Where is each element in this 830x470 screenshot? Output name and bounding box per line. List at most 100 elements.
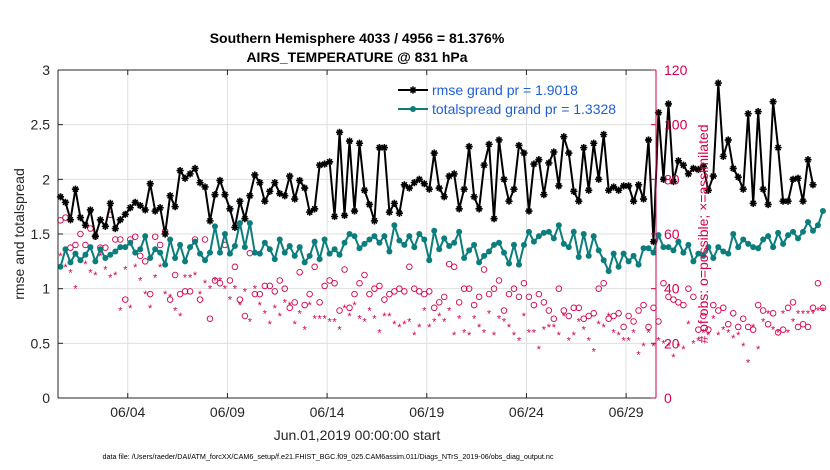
assimilated-obs-point: * [771, 325, 776, 337]
totalspread-point [77, 257, 84, 264]
rmse-point [370, 217, 379, 225]
assimilated-obs-point: * [691, 338, 696, 350]
possible-obs-point [131, 233, 139, 240]
assimilated-obs-point: * [542, 325, 547, 337]
totalspread-point [182, 258, 189, 265]
totalspread-point [57, 263, 64, 270]
assimilated-obs-point: * [741, 341, 746, 353]
totalspread-point [720, 248, 727, 255]
rmse-point [724, 136, 732, 144]
rmse-point [325, 158, 334, 166]
possible-obs-point [505, 290, 513, 298]
rmse-point [256, 179, 264, 187]
totalspread-point [421, 236, 428, 243]
possible-obs-point [754, 301, 762, 309]
totalspread-point [466, 247, 473, 254]
totalspread-point [560, 240, 567, 247]
possible-obs-point [789, 299, 797, 306]
rmse-point [674, 157, 683, 165]
assimilated-obs-point: * [313, 314, 318, 326]
possible-obs-point [635, 307, 642, 314]
totalspread-point [371, 233, 378, 240]
rmse-point [71, 185, 80, 193]
assimilated-obs-point: * [218, 275, 223, 287]
assimilated-obs-point: * [238, 300, 243, 312]
rmse-point [624, 182, 633, 190]
possible-obs-point [321, 282, 328, 290]
possible-obs-point [296, 269, 303, 276]
totalspread-point [730, 231, 737, 237]
totalspread-point [411, 244, 418, 251]
possible-obs-point [376, 282, 383, 290]
data-file-footer: data file: /Users/raeder/DAI/ATM_forcXX/… [103, 452, 554, 461]
possible-obs-point [366, 290, 373, 298]
possible-obs-point [430, 304, 438, 312]
assimilated-obs-point: * [342, 303, 347, 315]
rmse-point [146, 180, 154, 188]
totalspread-point [515, 261, 522, 268]
possible-obs-point [465, 285, 473, 292]
assimilated-obs-point: * [582, 325, 587, 337]
y-axis-label-right: # of obs: o=possible; ×=assimilated [695, 124, 711, 343]
possible-obs-point [186, 288, 194, 295]
possible-obs-point [356, 279, 363, 287]
totalspread-point [650, 249, 657, 256]
assimilated-obs-point: * [263, 308, 268, 320]
y-tick-label-left: 1.5 [31, 226, 51, 242]
totalspread-point [700, 252, 707, 259]
rmse-point [186, 170, 194, 178]
totalspread-point [331, 246, 338, 253]
x-tick-label: 06/09 [210, 404, 245, 420]
totalspread-point [356, 245, 363, 252]
rmse-point [729, 164, 737, 172]
assimilated-obs-point: * [163, 289, 168, 301]
y-tick-label-right: 40 [664, 281, 680, 297]
assimilated-obs-point: * [731, 333, 736, 345]
assimilated-obs-point: * [761, 316, 766, 328]
totalspread-point [396, 237, 403, 244]
totalspread-point [605, 268, 612, 275]
assimilated-obs-point: * [522, 311, 527, 323]
assimilated-obs-point: * [273, 303, 278, 315]
assimilated-obs-point: * [602, 322, 607, 334]
assimilated-obs-point: * [278, 311, 283, 323]
totalspread-point [630, 252, 637, 259]
rmse-point [510, 185, 518, 193]
rmse-point [66, 216, 75, 224]
possible-obs-point [460, 285, 468, 292]
assimilated-obs-point: * [811, 308, 816, 320]
rmse-point [595, 175, 603, 183]
totalspread-point [187, 244, 194, 251]
assimilated-obs-point: * [751, 322, 756, 334]
possible-obs-point [136, 252, 144, 260]
rmse-point [649, 238, 658, 246]
totalspread-point [291, 252, 298, 259]
rmse-point [784, 197, 792, 205]
totalspread-point [740, 236, 747, 243]
x-tick-label: 06/29 [609, 404, 644, 420]
totalspread-point [780, 240, 787, 247]
rmse-point [380, 144, 389, 152]
assimilated-obs-point: * [198, 289, 203, 301]
assimilated-obs-point: * [178, 311, 183, 323]
totalspread-point [775, 229, 782, 236]
assimilated-obs-point: * [507, 322, 512, 334]
rmse-point [116, 216, 124, 224]
possible-obs-point [341, 266, 348, 273]
possible-obs-point [455, 299, 463, 306]
possible-obs-point [665, 293, 672, 301]
assimilated-obs-point: * [597, 319, 602, 331]
possible-obs-point [700, 312, 707, 320]
assimilated-obs-point: * [168, 292, 173, 304]
possible-obs-point [515, 293, 523, 301]
rmse-point [704, 186, 712, 194]
possible-obs-point [122, 296, 129, 303]
rmse-point [779, 197, 787, 205]
assimilated-obs-point: * [362, 316, 367, 328]
rmse-point [415, 175, 423, 183]
totalspread-point [745, 240, 752, 247]
rmse-point [669, 177, 678, 186]
rmse-point [575, 197, 583, 205]
assimilated-obs-point: * [233, 284, 238, 296]
totalspread-point [765, 233, 772, 240]
